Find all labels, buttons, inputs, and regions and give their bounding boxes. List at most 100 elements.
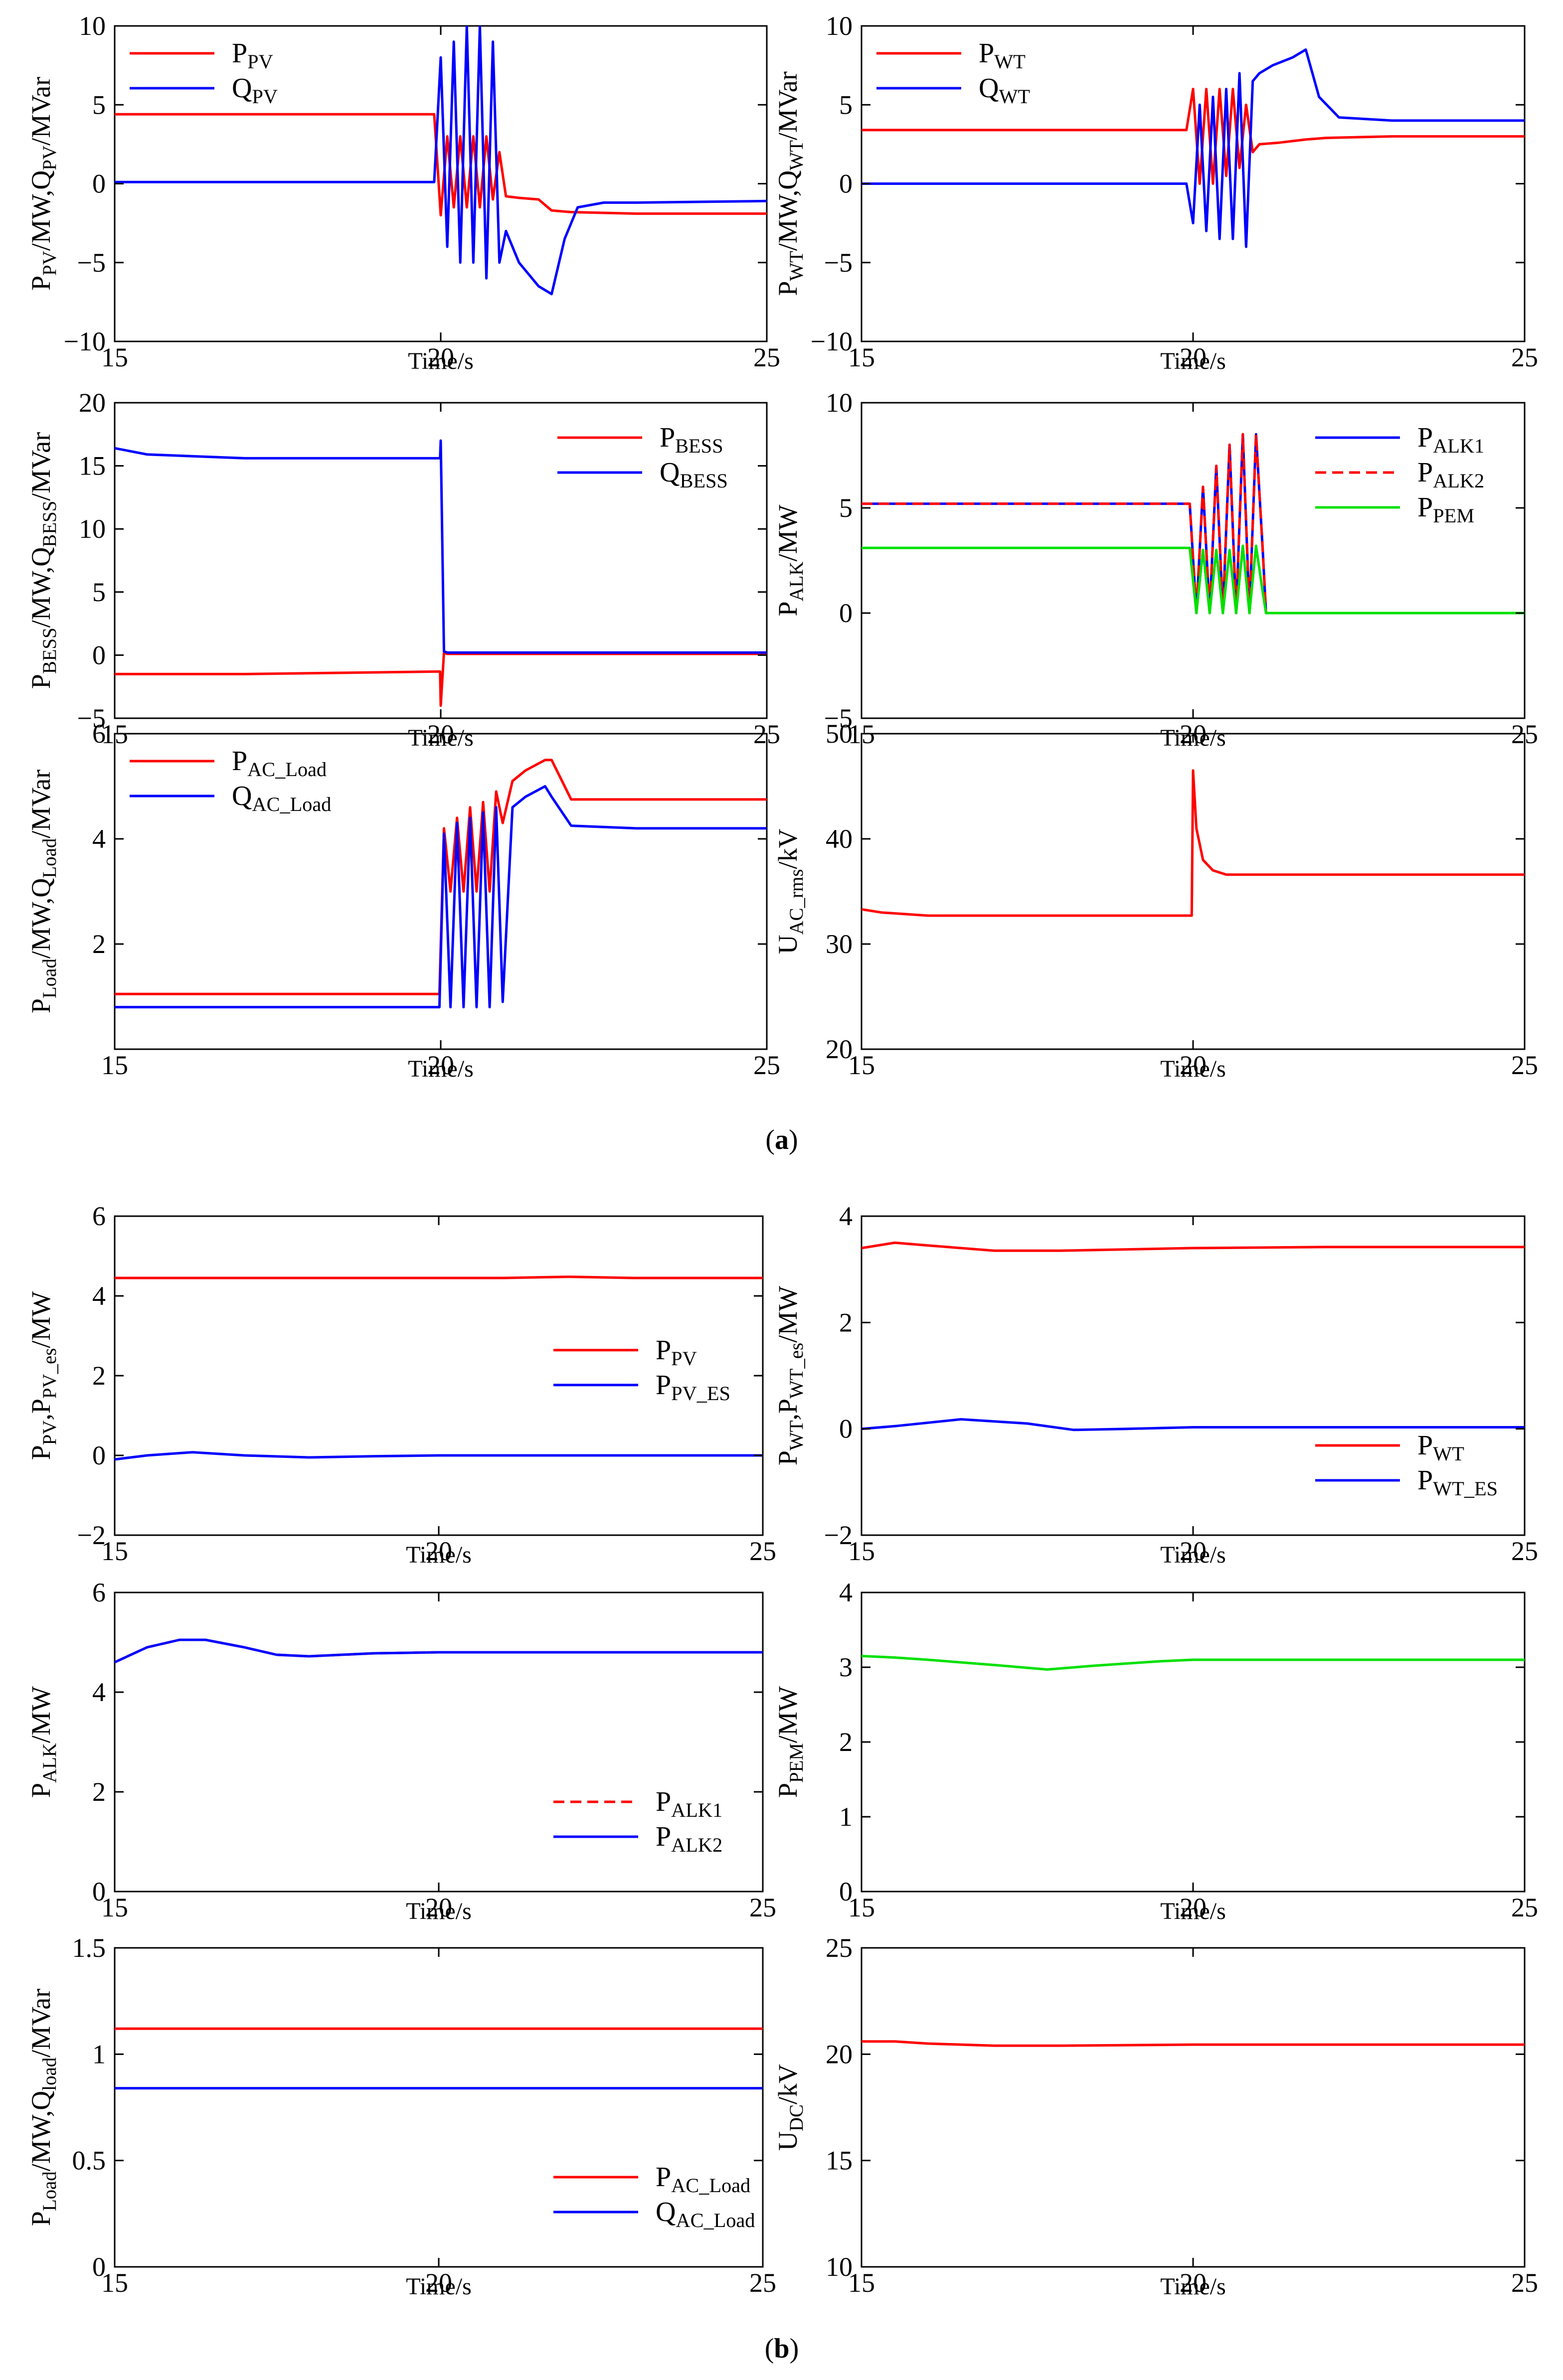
- series-line-2: [115, 26, 767, 296]
- series-line-1: [862, 769, 1525, 917]
- y-axis-label: PPV/MW,QPV/MVar: [26, 77, 60, 291]
- y-tick-label: 2: [92, 929, 106, 959]
- legend-label-subscript: AC_Load: [252, 793, 331, 815]
- legend-label-part: P: [656, 1786, 671, 1817]
- y-axis-label-part: Q: [26, 878, 56, 898]
- series-line-2: [115, 785, 767, 1009]
- series-line-1: [862, 1655, 1525, 1671]
- y-axis-label-part: ,: [26, 1414, 56, 1421]
- legend-label-subscript: ALK2: [671, 1834, 722, 1856]
- y-axis-label-subscript: AC_rms: [786, 869, 807, 935]
- legend-label: PALK1: [1417, 422, 1484, 457]
- y-axis-label-part: ,: [773, 1414, 803, 1421]
- y-tick-label: 30: [826, 929, 853, 959]
- y-tick-label: −10: [64, 326, 106, 356]
- y-tick-label: 10: [826, 388, 853, 418]
- series-line-1: [115, 1275, 763, 1279]
- x-axis-label: Time/s: [406, 1542, 472, 1568]
- y-axis-label: PPV,PPV_es/MW: [26, 1291, 60, 1460]
- y-axis-label-part: P: [26, 276, 56, 291]
- legend-label-part: P: [660, 422, 675, 453]
- y-axis-label-subscript: ALK: [39, 1743, 60, 1783]
- legend-label-part: P: [979, 38, 994, 69]
- y-tick-label: −10: [811, 326, 853, 356]
- y-axis-label-subscript: PV: [39, 251, 60, 276]
- y-axis-label-part: U: [773, 2131, 803, 2151]
- y-axis-label-part: P: [773, 1783, 803, 1798]
- y-axis-label-part: Q: [26, 170, 56, 190]
- y-tick-label: 5: [839, 90, 853, 120]
- legend-label-subscript: ALK1: [671, 1799, 722, 1821]
- legend-label-subscript: WT: [994, 50, 1026, 73]
- y-axis-label: PALK/MW: [773, 505, 807, 617]
- y-axis-label-part: P: [773, 1399, 803, 1414]
- x-tick-label: 20: [427, 342, 454, 372]
- y-tick-label: 4: [839, 1201, 853, 1231]
- y-tick-label: 0: [839, 1414, 853, 1444]
- y-tick-label: 4: [92, 1677, 106, 1707]
- legend-label: PALK1: [656, 1786, 722, 1821]
- legend-label-part: P: [656, 2162, 671, 2193]
- legend-label-subscript: PEM: [1433, 504, 1474, 527]
- legend-label-subscript: BESS: [680, 470, 727, 492]
- y-tick-label: 20: [826, 2039, 853, 2069]
- y-tick-label: 4: [92, 1281, 106, 1311]
- x-axis-label: Time/s: [408, 348, 474, 374]
- y-tick-label: 1: [92, 2039, 106, 2069]
- y-tick-label: 20: [826, 1034, 853, 1064]
- legend-label: PPEM: [1417, 492, 1474, 527]
- legend-label: PPV: [656, 1335, 697, 1370]
- y-axis-label-subscript: PV: [39, 146, 60, 170]
- x-axis-label: Time/s: [1160, 348, 1226, 374]
- y-tick-label: −5: [824, 703, 853, 733]
- legend-label: PBESS: [660, 422, 723, 457]
- chart-panel-3: 152025Time/s−505101520PBESS/MW,QBESS/MVa…: [26, 388, 780, 751]
- y-tick-label: 10: [826, 2252, 853, 2282]
- y-axis-label-part: P: [26, 1399, 56, 1414]
- y-axis-label-part: P: [26, 674, 56, 689]
- y-tick-label: 0: [839, 169, 853, 199]
- legend-label-part: Q: [656, 2197, 676, 2227]
- x-tick-label: 15: [101, 1050, 128, 1080]
- legend-label: PALK2: [1417, 457, 1484, 492]
- legend-label-part: P: [656, 1370, 671, 1401]
- y-axis-label-part: /MW: [773, 505, 803, 562]
- x-tick-label: 25: [749, 2268, 776, 2298]
- x-tick-label: 25: [1511, 342, 1538, 372]
- y-axis-label-part: /MW,: [773, 190, 803, 251]
- legend-label-part: Q: [232, 73, 252, 104]
- x-tick-label: 20: [1180, 1893, 1207, 1922]
- x-tick-label: 20: [425, 1893, 452, 1922]
- y-axis-label-part: /MW: [773, 1286, 803, 1343]
- y-axis-label-part: /MVar: [26, 770, 56, 838]
- legend-label-subscript: ALK1: [1433, 435, 1484, 457]
- y-tick-label: 0.5: [72, 2146, 106, 2176]
- legend-label-subscript: PV: [247, 50, 273, 73]
- y-axis-label-part: /MVar: [26, 432, 56, 501]
- y-tick-label: 15: [826, 2146, 853, 2176]
- y-axis-label: UAC_rms/kV: [773, 829, 807, 954]
- plot-frame: [861, 1947, 1526, 2268]
- y-axis-label-subscript: load: [39, 2058, 60, 2091]
- series-line-1: [115, 651, 767, 707]
- y-axis-label-subscript: DC: [786, 2104, 807, 2131]
- y-axis-label-part: /MVar: [26, 77, 56, 146]
- x-axis-label: Time/s: [406, 1898, 472, 1924]
- y-tick-label: 25: [826, 1933, 853, 1963]
- legend-label: QPV: [232, 73, 278, 108]
- y-axis-label-part: /MVar: [773, 71, 803, 140]
- legend-label-part: P: [232, 746, 247, 777]
- y-tick-label: 40: [826, 824, 853, 854]
- y-axis-label: PWT,PWT_es/MW: [773, 1286, 807, 1465]
- y-tick-label: 0: [92, 1440, 106, 1470]
- legend-label: PWT: [1417, 1430, 1464, 1465]
- y-tick-label: 10: [79, 11, 106, 41]
- y-axis-label-subscript: Load: [39, 958, 60, 998]
- chart-panel-10: 15 20 25 Time/s 0 1 2 3 4 PPEM/MW: [773, 1578, 1538, 1924]
- x-tick-label: 15: [848, 2268, 875, 2298]
- y-tick-label: 6: [92, 1201, 106, 1231]
- y-axis-label-part: Q: [26, 2091, 56, 2110]
